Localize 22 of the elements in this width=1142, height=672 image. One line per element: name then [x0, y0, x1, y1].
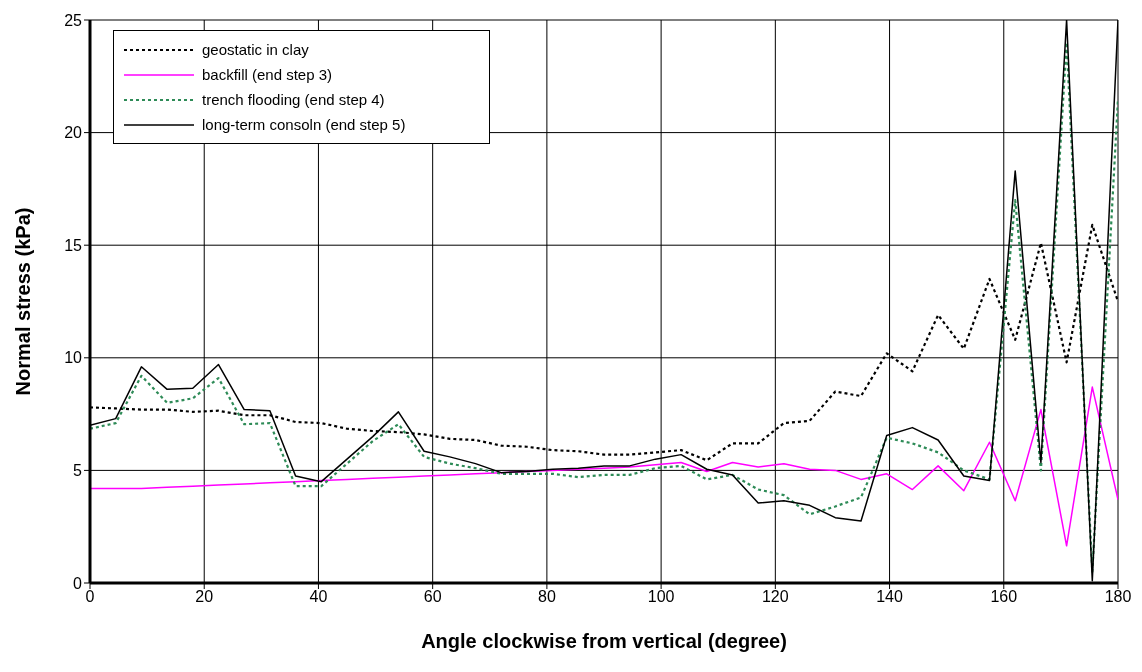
x-tick-label: 140 [876, 588, 903, 606]
x-tick-label: 40 [309, 588, 328, 606]
legend-label: long-term consoln (end step 5) [202, 116, 406, 133]
x-tick-label: 80 [537, 588, 556, 606]
y-tick-label: 0 [73, 574, 83, 592]
x-tick-label: 20 [195, 588, 214, 606]
legend-label: backfill (end step 3) [202, 66, 333, 83]
x-tick-label: 180 [1104, 588, 1132, 606]
x-axis-title: Angle clockwise from vertical (degree) [421, 630, 787, 652]
y-tick-label: 25 [64, 11, 83, 29]
y-tick-label: 20 [64, 124, 83, 142]
x-tick-label: 0 [85, 588, 95, 606]
y-tick-label: 5 [73, 462, 83, 480]
legend-label: geostatic in clay [202, 41, 309, 58]
y-tick-label: 10 [64, 349, 83, 367]
x-tick-label: 120 [761, 588, 789, 606]
x-tick-label: 60 [423, 588, 442, 606]
y-axis-title: Normal stress (kPa) [12, 207, 35, 396]
legend-label: trench flooding (end step 4) [202, 91, 385, 108]
x-tick-label: 100 [647, 588, 675, 606]
x-tick-label: 160 [990, 588, 1018, 606]
y-tick-label: 15 [64, 236, 83, 254]
